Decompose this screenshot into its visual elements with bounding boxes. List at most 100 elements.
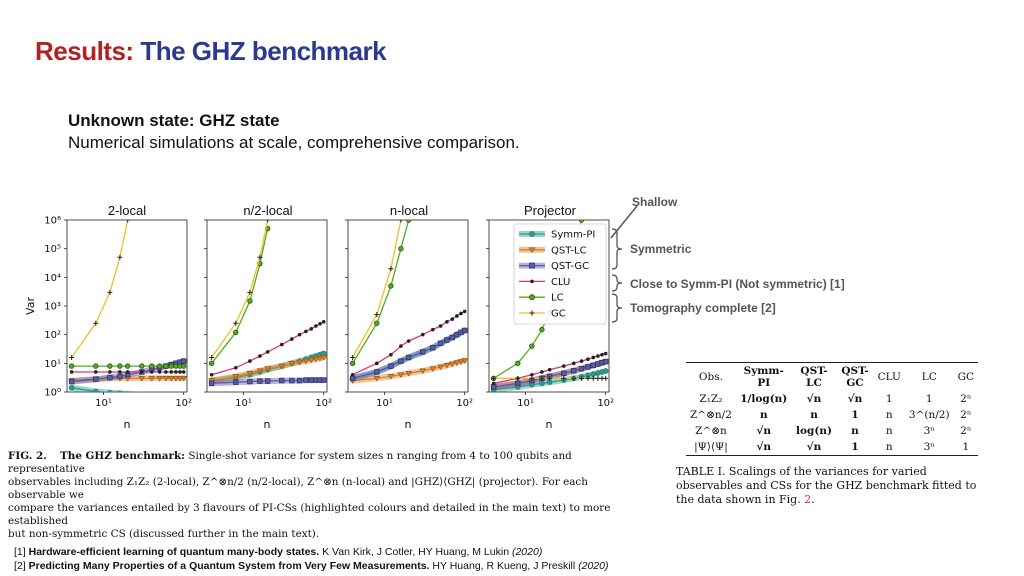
- data-point: [398, 358, 404, 364]
- ref-2-authors: HY Huang, R Kueng, J Preskill: [432, 560, 576, 572]
- data-point: [265, 220, 271, 223]
- reference-1: [1] Hardware-efficient learning of quant…: [14, 546, 542, 558]
- ref-1-num: [1]: [14, 546, 26, 558]
- annotation-symmetric: Symmetric: [630, 242, 692, 256]
- ref-1-title: Hardware-efficient learning of quantum m…: [28, 546, 320, 558]
- data-point: [68, 385, 75, 391]
- data-point: [585, 364, 591, 370]
- data-point: [316, 355, 324, 362]
- chart-panel-2: 10¹ 10² n: [345, 219, 473, 431]
- data-point: [603, 351, 608, 356]
- data-point: [209, 372, 214, 377]
- data-point: [125, 391, 130, 392]
- data-point: [258, 354, 262, 358]
- x-tick-label: 10²: [315, 398, 332, 409]
- data-point: [437, 364, 444, 371]
- data-point: [107, 363, 113, 369]
- annotation-close: Close to Symm-PI (Not symmetric) [1]: [630, 277, 845, 291]
- data-point: [561, 370, 567, 376]
- table-row: Z^⊗n √n log(n) n n 3ⁿ 2ⁿ: [686, 423, 978, 439]
- table-row: |Ψ⟩⟨Ψ| √n √n 1 n 3ⁿ 1: [686, 439, 978, 455]
- data-point: [387, 374, 395, 380]
- data-point: [296, 377, 303, 384]
- data-point: [69, 370, 74, 374]
- data-point: [397, 372, 405, 378]
- data-point: [602, 358, 609, 365]
- caption-line-4: but non-symmetric CS (discussed further …: [8, 528, 320, 540]
- data-point: [93, 320, 99, 326]
- table-cell: n: [885, 425, 893, 437]
- data-point: [320, 377, 327, 383]
- data-point: [571, 375, 577, 381]
- data-point: [180, 363, 187, 369]
- data-point: [450, 317, 455, 321]
- data-point: [515, 380, 521, 387]
- ref-1-authors: K Van Kirk, J Cotler, HY Huang, M Lukin: [322, 546, 510, 558]
- legend-label: QST-LC: [551, 245, 587, 256]
- data-point: [124, 363, 131, 369]
- table-cell: 1: [851, 409, 859, 421]
- data-point: [157, 370, 162, 374]
- x-tick-label: 10¹: [235, 398, 252, 409]
- data-point: [107, 289, 113, 295]
- annotation-braces: [610, 205, 638, 323]
- data-point: [107, 374, 113, 381]
- table-cell: n: [885, 409, 893, 421]
- data-point: [289, 337, 294, 341]
- data-point: [93, 388, 99, 392]
- data-point: [117, 363, 123, 369]
- y-tick-label: 10⁴: [44, 273, 61, 284]
- data-point: [168, 363, 174, 369]
- chart-panel-1: 10¹ 10² n: [204, 219, 332, 431]
- table-header-clu: CLU: [877, 371, 901, 383]
- data-point: [443, 363, 451, 369]
- data-point: [430, 327, 435, 332]
- series-line-lc: [211, 228, 269, 364]
- series-line-gc: [71, 220, 129, 358]
- table-cell: 3ⁿ: [923, 441, 935, 453]
- ref-1-year: (2020): [511, 546, 543, 558]
- data-point: [405, 220, 412, 223]
- data-point: [180, 376, 187, 382]
- data-point: [539, 380, 545, 387]
- data-point: [164, 370, 168, 374]
- caption-line-2: observables including Z₁Z₂ (2-local), Z^…: [8, 476, 588, 501]
- caption-label: FIG. 2.: [8, 450, 47, 462]
- data-point: [169, 392, 174, 397]
- table-header-symm-pi: Symm-PI: [743, 365, 784, 389]
- data-point: [590, 375, 596, 381]
- data-point: [93, 376, 99, 382]
- y-tick-label: 10⁵: [44, 244, 61, 255]
- caption-bold: The GHZ benchmark:: [60, 450, 186, 462]
- ref-2-num: [2]: [14, 560, 26, 572]
- chart-panel-0: 10⁰ 10¹ 10² 10³ 10⁴ 10⁵ 10⁶ 10¹ 10² n: [44, 216, 192, 432]
- data-point: [68, 378, 75, 385]
- legend-label: CLU: [551, 277, 570, 288]
- data-point: [591, 355, 596, 360]
- table-cell: √n: [806, 393, 822, 405]
- data-point: [461, 327, 468, 334]
- figure-caption: FIG. 2. The GHZ benchmark: Single-shot v…: [8, 450, 648, 541]
- table-cell: √n: [756, 425, 772, 437]
- y-tick-label: 10²: [44, 330, 61, 341]
- data-point: [444, 337, 450, 343]
- table-header-qst-gc: QST-GC: [841, 365, 869, 389]
- legend-marker: [528, 247, 536, 254]
- data-point: [539, 375, 545, 381]
- table-caption-ref[interactable]: 2: [804, 493, 812, 506]
- table-cell-observable: Z₁Z₂: [699, 393, 723, 405]
- data-point: [93, 363, 99, 369]
- data-point: [139, 392, 144, 397]
- table-header-lc: LC: [921, 371, 937, 383]
- data-point: [445, 320, 449, 324]
- data-point: [603, 375, 609, 381]
- data-point: [547, 367, 552, 372]
- data-point: [490, 384, 497, 390]
- y-axis-label: Var: [24, 297, 37, 315]
- ref-2-title: Predicting Many Properties of a Quantum …: [28, 560, 430, 572]
- data-point: [278, 363, 286, 370]
- y-tick-label: 10⁰: [44, 388, 61, 399]
- data-point: [437, 340, 444, 346]
- x-tick-label: 10¹: [376, 398, 393, 409]
- table-cell: 1: [851, 441, 859, 453]
